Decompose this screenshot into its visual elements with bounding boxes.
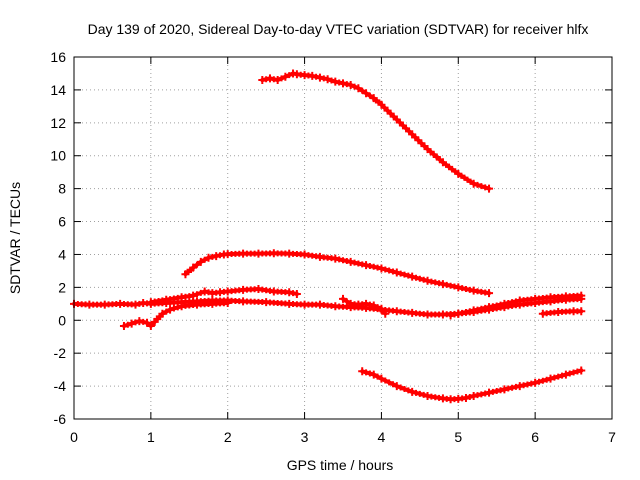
- data-point: [292, 289, 301, 298]
- plot-frame: [73, 56, 613, 420]
- data-point: [273, 76, 282, 85]
- series-arc-mid-5: [538, 307, 586, 318]
- x-tick-label: 0: [70, 429, 78, 445]
- x-tick-label: 4: [378, 429, 386, 445]
- y-tick-label: -6: [54, 411, 67, 427]
- data-point: [281, 72, 290, 81]
- data-point: [381, 309, 390, 318]
- data-point: [323, 75, 332, 84]
- x-tick-label: 6: [531, 429, 539, 445]
- y-tick-label: 10: [50, 148, 66, 164]
- data-point: [469, 179, 478, 188]
- series-arc-mid-4: [446, 291, 586, 320]
- data-point: [119, 322, 128, 331]
- data-point: [408, 387, 417, 396]
- x-tick-label: 3: [301, 429, 309, 445]
- x-tick-label: 1: [147, 429, 155, 445]
- data-point: [377, 264, 386, 273]
- data-point: [577, 307, 586, 316]
- series-arc-mid-3: [339, 294, 390, 318]
- x-tick-label: 5: [454, 429, 462, 445]
- y-tick-label: -4: [54, 378, 67, 394]
- data-point: [392, 268, 401, 277]
- series-arc-mid-1: [146, 285, 301, 307]
- data-series: [70, 69, 586, 404]
- y-tick-label: 0: [58, 312, 66, 328]
- data-point: [485, 184, 494, 193]
- data-point: [577, 366, 586, 375]
- x-tick-label: 7: [608, 429, 616, 445]
- data-point: [146, 322, 155, 331]
- data-point: [408, 272, 417, 281]
- y-tick-label: 14: [50, 82, 66, 98]
- x-axis-title: GPS time / hours: [287, 457, 394, 473]
- x-tick-label: 2: [224, 429, 232, 445]
- data-point: [358, 367, 367, 376]
- y-tick-label: 2: [58, 279, 66, 295]
- data-point: [166, 305, 175, 314]
- y-tick-label: 8: [58, 181, 66, 197]
- data-point: [369, 301, 378, 310]
- chart-title: Day 139 of 2020, Sidereal Day-to-day VTE…: [88, 21, 589, 37]
- y-tick-label: 4: [58, 246, 66, 262]
- data-point: [189, 291, 198, 300]
- y-axis-title: SDTVAR / TECUs: [7, 182, 23, 294]
- data-point: [577, 291, 586, 300]
- y-tick-label: 12: [50, 115, 66, 131]
- data-point: [485, 289, 494, 298]
- data-point: [223, 298, 232, 307]
- data-point: [531, 378, 540, 387]
- data-point: [127, 319, 136, 328]
- data-point: [346, 80, 355, 89]
- series-arc-low-start: [119, 298, 232, 331]
- y-tick-label: 6: [58, 214, 66, 230]
- y-tick-label: -2: [54, 345, 67, 361]
- series-arc-4: [181, 249, 494, 298]
- data-point: [561, 370, 570, 379]
- series-arc-negative: [358, 366, 586, 404]
- data-point: [546, 374, 555, 383]
- data-point: [392, 382, 401, 391]
- y-tick-label: 16: [50, 49, 66, 65]
- series-arc-high: [258, 69, 494, 193]
